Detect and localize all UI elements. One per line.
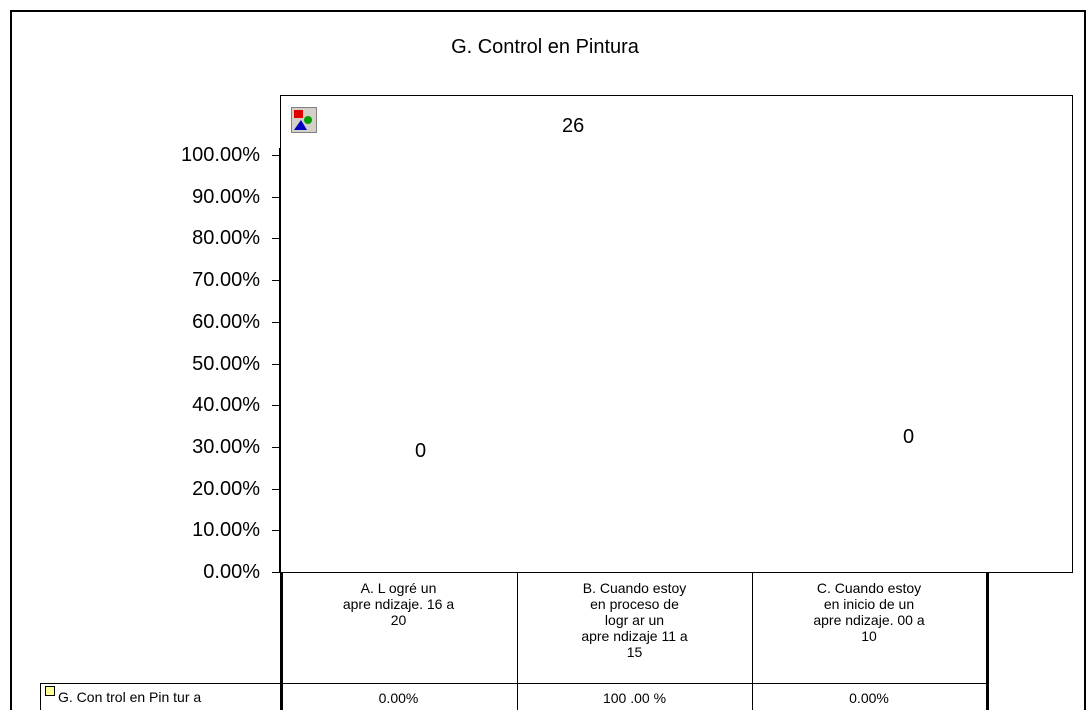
y-tick-mark bbox=[272, 530, 280, 531]
x-category-label-line: 20 bbox=[390, 612, 407, 628]
table-column-divider bbox=[517, 573, 518, 710]
y-tick-label: 60.00% bbox=[192, 310, 260, 333]
y-tick-label: 30.00% bbox=[192, 435, 260, 458]
y-tick-label: 70.00% bbox=[192, 269, 260, 292]
table-column-divider bbox=[986, 573, 989, 710]
table-value-cell: 100 .00 % bbox=[602, 690, 667, 706]
x-category-label-line: 15 bbox=[626, 644, 643, 660]
y-tick-label: 100.00% bbox=[181, 144, 260, 166]
bar-data-label: 26 bbox=[562, 115, 585, 137]
x-category-label-line: B. Cuando estoy bbox=[582, 580, 687, 596]
y-tick-label: 10.00% bbox=[192, 519, 260, 542]
y-tick-label: 40.00% bbox=[192, 394, 260, 417]
y-tick-mark bbox=[272, 364, 280, 365]
y-tick-mark bbox=[272, 155, 280, 156]
chart-object-icon bbox=[291, 107, 317, 133]
plot-area bbox=[280, 95, 1073, 573]
y-tick-label: 0.00% bbox=[203, 561, 260, 583]
y-tick-mark bbox=[272, 447, 280, 448]
y-axis-line bbox=[279, 148, 281, 573]
y-tick-mark bbox=[272, 572, 280, 573]
bar-data-label: 0 bbox=[903, 426, 915, 448]
x-category-label-line: A. L ogré un bbox=[360, 580, 437, 596]
table-value-cell: 0.00% bbox=[849, 690, 889, 706]
table-row-left-border bbox=[40, 683, 41, 710]
y-tick-mark bbox=[272, 489, 280, 490]
y-tick-mark bbox=[272, 197, 280, 198]
y-tick-mark bbox=[272, 322, 280, 323]
x-category-label-line: C. Cuando estoy bbox=[816, 580, 922, 596]
table-column-divider bbox=[752, 573, 753, 710]
x-category-label-line: 10 bbox=[861, 628, 877, 644]
y-tick-label: 20.00% bbox=[192, 477, 260, 500]
series-row-label: G. Con trol en Pin tur a bbox=[58, 689, 202, 705]
table-column-divider bbox=[280, 573, 283, 710]
y-tick-label: 50.00% bbox=[192, 352, 260, 375]
chart-frame bbox=[10, 10, 1086, 710]
y-tick-mark bbox=[272, 238, 280, 239]
table-value-cell: 0.00% bbox=[378, 690, 419, 706]
legend-key-swatch bbox=[45, 686, 55, 696]
chart-title: G. Control en Pintura bbox=[451, 36, 639, 58]
x-category-label-line: apre ndizaje. 16 a bbox=[342, 596, 455, 612]
y-tick-mark bbox=[272, 280, 280, 281]
y-tick-mark bbox=[272, 405, 280, 406]
table-row-divider bbox=[40, 683, 986, 684]
x-category-label-line: en inicio de un bbox=[823, 596, 915, 612]
x-category-label-line: apre ndizaje. 00 a bbox=[813, 612, 925, 628]
x-category-label-line: apre ndizaje 11 a bbox=[581, 628, 688, 644]
y-tick-label: 90.00% bbox=[192, 185, 260, 208]
x-category-label-line: en proceso de bbox=[590, 596, 679, 612]
x-category-label-line: logr ar un bbox=[604, 612, 665, 628]
bar-data-label: 0 bbox=[415, 440, 427, 462]
y-tick-label: 80.00% bbox=[192, 227, 260, 250]
